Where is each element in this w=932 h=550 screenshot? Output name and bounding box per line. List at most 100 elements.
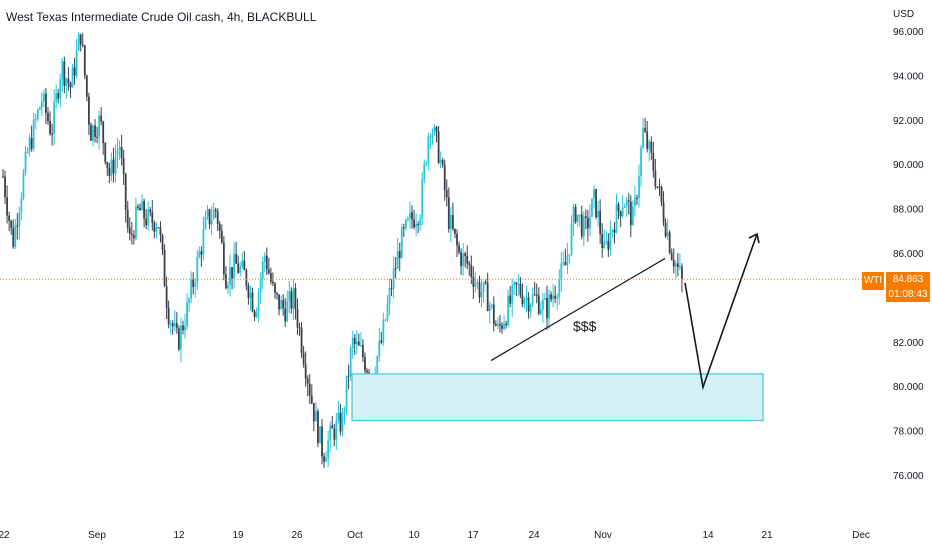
candle-up: [65, 78, 68, 86]
candle-down: [333, 428, 336, 440]
candle-down: [85, 75, 88, 97]
candle-up: [135, 206, 137, 239]
candle-down: [574, 206, 577, 222]
candle-up: [517, 283, 520, 285]
candle-up: [77, 34, 80, 51]
candle-up: [55, 93, 58, 102]
candle-up: [227, 285, 229, 289]
candle-up: [329, 425, 332, 441]
candle-down: [253, 311, 256, 317]
candle-down: [515, 282, 518, 285]
candle-up: [337, 412, 340, 421]
candle-up: [605, 240, 608, 243]
candle-down: [466, 256, 469, 264]
liquidity-annotation: $$$: [573, 318, 597, 334]
candle-down: [231, 267, 233, 279]
candle-up: [531, 294, 534, 306]
candle-up: [351, 337, 354, 349]
candle-up: [427, 136, 430, 163]
candle-up: [116, 150, 119, 157]
candle-down: [411, 212, 413, 220]
candle-up: [184, 326, 186, 331]
candle-down: [437, 131, 440, 163]
candle-down: [380, 340, 383, 343]
candle-down: [398, 251, 401, 258]
candle-down: [535, 294, 538, 296]
candle-up: [190, 279, 193, 299]
candle-up: [591, 198, 593, 217]
candle-up: [392, 268, 395, 289]
candle-up: [415, 223, 417, 228]
candle-down: [153, 222, 156, 232]
candle-down: [676, 263, 679, 268]
candle-down: [67, 78, 70, 84]
time-tick-label: 22: [0, 530, 10, 541]
candle-up: [552, 295, 555, 300]
candle-up: [198, 251, 201, 258]
candle-down: [157, 227, 160, 229]
candle-up: [257, 292, 260, 312]
candle-down: [270, 273, 272, 282]
projection-arrowhead: [748, 232, 760, 244]
candle-down: [445, 189, 448, 198]
candle-down: [45, 93, 47, 113]
candle-down: [79, 34, 82, 45]
candle-down: [413, 219, 415, 228]
candle-up: [212, 209, 215, 220]
candle-down: [494, 324, 497, 326]
candle-up: [631, 206, 634, 226]
candle-down: [492, 304, 495, 325]
candle-up: [611, 229, 614, 233]
candle-down: [402, 227, 405, 229]
candle-down: [323, 456, 325, 462]
candle-down: [646, 131, 649, 149]
candle-down: [519, 283, 522, 296]
candle-up: [38, 107, 41, 110]
candle-up: [615, 204, 618, 233]
candle-up: [634, 197, 636, 207]
candle-down: [353, 337, 356, 345]
candle-down: [362, 345, 364, 358]
candle-up: [24, 151, 27, 173]
candle-down: [175, 322, 178, 329]
candle-up: [188, 298, 190, 303]
price-tick-label: 88.000: [893, 205, 924, 216]
candle-up: [541, 299, 544, 310]
candle-up: [229, 267, 231, 286]
candle-down: [139, 207, 141, 211]
candle-down: [132, 234, 135, 239]
candle-down: [124, 173, 127, 210]
time-tick-label: 24: [528, 530, 540, 541]
candle-up: [14, 225, 17, 247]
candle-down: [509, 295, 512, 304]
candle-down: [546, 298, 548, 319]
candle-down: [304, 364, 307, 379]
candle-down: [394, 268, 397, 270]
candle-up: [409, 212, 411, 219]
candle-up: [335, 420, 338, 440]
time-tick-label: 10: [408, 530, 420, 541]
candle-up: [562, 262, 565, 264]
candle-up: [255, 311, 258, 317]
candle-down: [247, 285, 250, 299]
trendline[interactable]: [490, 257, 666, 362]
candle-up: [648, 141, 651, 149]
candle-down: [505, 323, 507, 326]
candle-up: [261, 261, 264, 280]
candle-up: [638, 176, 640, 199]
candle-down: [310, 395, 313, 404]
candle-up: [497, 324, 499, 326]
candle-down: [100, 115, 103, 122]
projection-arrow[interactable]: [684, 233, 758, 391]
price-tick-label: 78.000: [893, 427, 924, 438]
candle-up: [386, 303, 389, 320]
candle-down: [613, 229, 616, 233]
candle-down: [656, 186, 659, 188]
candle-up: [480, 291, 483, 298]
candle-down: [435, 127, 438, 132]
candle-down: [122, 158, 125, 174]
price-tick-label: 94.000: [893, 71, 924, 82]
candle-up: [32, 119, 35, 149]
demand-zone[interactable]: [351, 373, 764, 422]
